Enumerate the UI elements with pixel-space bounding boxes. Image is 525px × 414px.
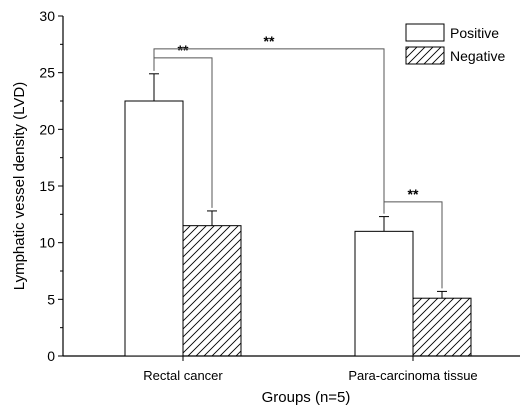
significance-bracket [153,48,385,214]
y-tick-label: 10 [39,235,55,251]
axes: 0 5 10 15 20 25 30 Rectal cancer Para-carcinoma … [39,8,520,383]
y-tick-label: 30 [39,8,55,24]
legend: Positive Negative [405,23,505,65]
y-tick-label: 20 [39,121,55,137]
y-tick-label: 15 [39,178,55,194]
y-tick-label: 0 [47,348,55,364]
bar-negative [412,297,472,357]
bar-positive [354,230,414,357]
y-tick-label: 25 [39,65,55,81]
bar-positive [124,100,184,357]
significance-label: ** [408,186,419,202]
y-tick-label: 5 [47,291,55,307]
error-bars [149,73,447,299]
significance-label: ** [264,33,275,49]
significance-bracket [383,201,443,289]
bars [124,100,472,357]
legend-label-positive: Positive [450,25,499,41]
bar-negative [182,225,242,357]
legend-label-negative: Negative [450,48,505,64]
significance-label: ** [178,42,189,58]
significance-annotations: ** ** ** [153,33,443,289]
x-tick-label: Para-carcinoma tissue [348,368,477,383]
x-axis-label: Groups (n=5) [262,389,351,406]
legend-swatch-positive [405,23,445,42]
legend-swatch-negative [405,46,445,65]
y-axis-label: Lymphatic vessel density (LVD) [11,82,28,290]
x-tick-label: Rectal cancer [143,368,223,383]
